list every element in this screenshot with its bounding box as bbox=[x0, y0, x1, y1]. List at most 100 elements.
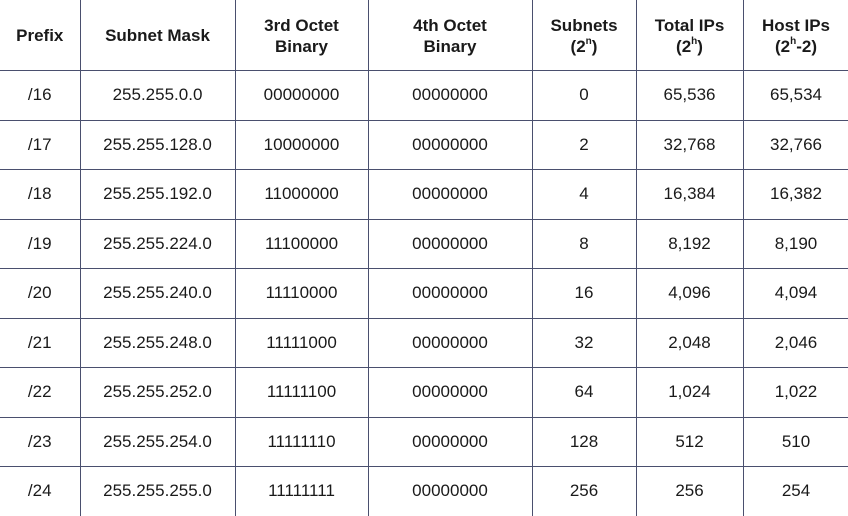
total-ips-cell: 32,768 bbox=[636, 120, 743, 170]
header-row: Prefix Subnet Mask 3rd Octet Binary 4th … bbox=[0, 0, 848, 71]
header-subnets: Subnets (2n) bbox=[532, 0, 636, 71]
header-subnets-formula-pre: (2 bbox=[571, 37, 586, 56]
fourth-octet-binary-cell: 00000000 bbox=[368, 71, 532, 121]
header-total-ips-formula: (2h) bbox=[637, 36, 743, 57]
prefix-cell: /18 bbox=[0, 170, 80, 220]
header-3rd-octet-binary: 3rd Octet Binary bbox=[235, 0, 368, 71]
prefix-cell: /17 bbox=[0, 120, 80, 170]
prefix-cell: /23 bbox=[0, 417, 80, 467]
third-octet-binary-cell: 11111100 bbox=[235, 368, 368, 418]
header-subnets-formula-exp: n bbox=[586, 36, 592, 47]
host-ips-cell: 254 bbox=[743, 467, 848, 516]
host-ips-cell: 16,382 bbox=[743, 170, 848, 220]
third-octet-binary-cell: 11100000 bbox=[235, 219, 368, 269]
total-ips-cell: 512 bbox=[636, 417, 743, 467]
host-ips-cell: 32,766 bbox=[743, 120, 848, 170]
header-3rd-octet-line1: 3rd Octet bbox=[236, 15, 368, 36]
host-ips-cell: 65,534 bbox=[743, 71, 848, 121]
total-ips-cell: 8,192 bbox=[636, 219, 743, 269]
header-total-ips: Total IPs (2h) bbox=[636, 0, 743, 71]
subnets-cell: 0 bbox=[532, 71, 636, 121]
subnets-cell: 128 bbox=[532, 417, 636, 467]
third-octet-binary-cell: 11111000 bbox=[235, 318, 368, 368]
header-host-ips: Host IPs (2h-2) bbox=[743, 0, 848, 71]
subnets-cell: 64 bbox=[532, 368, 636, 418]
subnets-cell: 16 bbox=[532, 269, 636, 319]
host-ips-cell: 2,046 bbox=[743, 318, 848, 368]
header-total-ips-formula-post: ) bbox=[697, 37, 703, 56]
header-host-ips-formula: (2h-2) bbox=[744, 36, 848, 57]
header-subnets-formula-post: ) bbox=[592, 37, 598, 56]
host-ips-cell: 4,094 bbox=[743, 269, 848, 319]
host-ips-cell: 510 bbox=[743, 417, 848, 467]
fourth-octet-binary-cell: 00000000 bbox=[368, 368, 532, 418]
header-prefix-label: Prefix bbox=[0, 25, 80, 46]
header-host-ips-formula-pre: (2 bbox=[775, 37, 790, 56]
prefix-cell: /22 bbox=[0, 368, 80, 418]
header-host-ips-formula-post: -2) bbox=[796, 37, 817, 56]
total-ips-cell: 256 bbox=[636, 467, 743, 516]
third-octet-binary-cell: 11111110 bbox=[235, 417, 368, 467]
subnet-mask-cell: 255.255.252.0 bbox=[80, 368, 235, 418]
subnets-cell: 8 bbox=[532, 219, 636, 269]
table-header: Prefix Subnet Mask 3rd Octet Binary 4th … bbox=[0, 0, 848, 71]
fourth-octet-binary-cell: 00000000 bbox=[368, 120, 532, 170]
header-subnets-formula: (2n) bbox=[533, 36, 636, 57]
third-octet-binary-cell: 11000000 bbox=[235, 170, 368, 220]
subnets-cell: 2 bbox=[532, 120, 636, 170]
subnet-mask-cell: 255.255.255.0 bbox=[80, 467, 235, 516]
header-4th-octet-line1: 4th Octet bbox=[369, 15, 532, 36]
header-subnet-mask: Subnet Mask bbox=[80, 0, 235, 71]
header-4th-octet-line2: Binary bbox=[369, 36, 532, 57]
header-prefix: Prefix bbox=[0, 0, 80, 71]
third-octet-binary-cell: 11110000 bbox=[235, 269, 368, 319]
fourth-octet-binary-cell: 00000000 bbox=[368, 219, 532, 269]
host-ips-cell: 1,022 bbox=[743, 368, 848, 418]
fourth-octet-binary-cell: 00000000 bbox=[368, 170, 532, 220]
prefix-cell: /24 bbox=[0, 467, 80, 516]
fourth-octet-binary-cell: 00000000 bbox=[368, 318, 532, 368]
subnet-mask-cell: 255.255.192.0 bbox=[80, 170, 235, 220]
third-octet-binary-cell: 10000000 bbox=[235, 120, 368, 170]
total-ips-cell: 16,384 bbox=[636, 170, 743, 220]
subnets-cell: 4 bbox=[532, 170, 636, 220]
subnet-mask-cell: 255.255.240.0 bbox=[80, 269, 235, 319]
header-3rd-octet-line2: Binary bbox=[236, 36, 368, 57]
subnet-mask-cell: 255.255.224.0 bbox=[80, 219, 235, 269]
prefix-cell: /20 bbox=[0, 269, 80, 319]
host-ips-cell: 8,190 bbox=[743, 219, 848, 269]
subnet-mask-cell: 255.255.254.0 bbox=[80, 417, 235, 467]
total-ips-cell: 65,536 bbox=[636, 71, 743, 121]
subnets-cell: 256 bbox=[532, 467, 636, 516]
subnets-cell: 32 bbox=[532, 318, 636, 368]
third-octet-binary-cell: 00000000 bbox=[235, 71, 368, 121]
header-subnet-mask-label: Subnet Mask bbox=[81, 25, 235, 46]
total-ips-cell: 4,096 bbox=[636, 269, 743, 319]
total-ips-cell: 1,024 bbox=[636, 368, 743, 418]
header-total-ips-line1: Total IPs bbox=[637, 15, 743, 36]
fourth-octet-binary-cell: 00000000 bbox=[368, 269, 532, 319]
header-host-ips-line1: Host IPs bbox=[744, 15, 848, 36]
header-4th-octet-binary: 4th Octet Binary bbox=[368, 0, 532, 71]
header-total-ips-formula-pre: (2 bbox=[676, 37, 691, 56]
prefix-cell: /21 bbox=[0, 318, 80, 368]
header-host-ips-formula-exp: h bbox=[790, 36, 796, 47]
third-octet-binary-cell: 11111111 bbox=[235, 467, 368, 516]
header-subnets-line1: Subnets bbox=[533, 15, 636, 36]
prefix-cell: /16 bbox=[0, 71, 80, 121]
subnet-mask-cell: 255.255.0.0 bbox=[80, 71, 235, 121]
header-total-ips-formula-exp: h bbox=[691, 36, 697, 47]
total-ips-cell: 2,048 bbox=[636, 318, 743, 368]
prefix-cell: /19 bbox=[0, 219, 80, 269]
